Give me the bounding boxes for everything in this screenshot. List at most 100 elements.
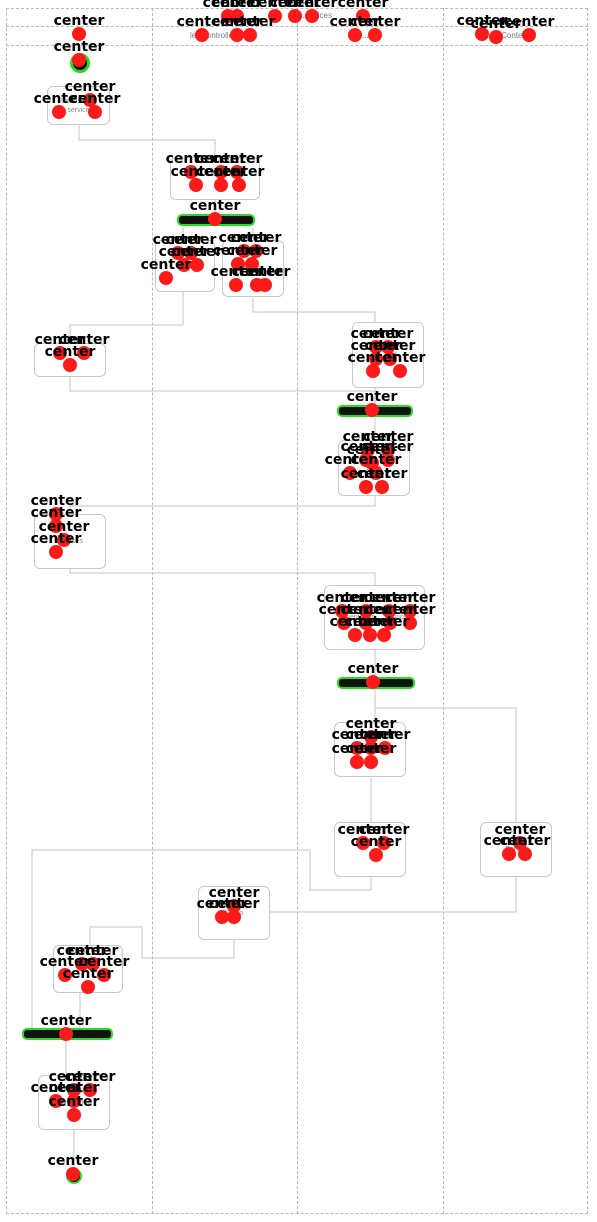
center-marker-label: center (202, 0, 254, 11)
center-marker-label: center (346, 389, 398, 405)
center-marker-label: center (349, 14, 401, 30)
center-marker-label: center (208, 896, 260, 912)
center-marker (215, 910, 229, 924)
center-marker (230, 9, 244, 23)
center-marker (403, 604, 417, 618)
center-marker-label: center (195, 164, 247, 180)
center-marker-label: center (503, 14, 555, 30)
center-marker-label: center (30, 505, 82, 521)
lane-separator-3 (443, 8, 444, 1214)
center-marker-label: center (269, 0, 321, 11)
center-marker-label: center (337, 822, 389, 838)
center-marker-label: center (350, 452, 402, 468)
center-marker (58, 968, 72, 982)
center-marker (377, 628, 391, 642)
center-marker-label: center (56, 943, 108, 959)
center-marker (364, 741, 378, 755)
center-marker-label: center (189, 198, 241, 214)
center-marker (67, 1083, 81, 1097)
center-marker (53, 346, 67, 360)
center-marker (350, 755, 364, 769)
center-marker (369, 352, 383, 366)
center-marker (348, 28, 362, 42)
center-marker (249, 244, 263, 258)
center-marker-label: center (350, 326, 402, 342)
center-marker-label: center (356, 466, 408, 482)
center-marker (502, 847, 516, 861)
center-marker (232, 178, 246, 192)
center-marker-label: center (364, 602, 416, 618)
center-marker-label: center (47, 1153, 99, 1169)
center-marker-label: center (362, 429, 414, 445)
center-marker-label: center (211, 151, 263, 167)
center-marker-label: center (213, 164, 265, 180)
center-marker (381, 340, 395, 354)
center-marker (190, 258, 204, 272)
center-marker-label: center (30, 493, 82, 509)
center-marker (359, 480, 373, 494)
center-marker (66, 1167, 80, 1181)
center-marker-label: center (62, 966, 114, 982)
center-marker (377, 836, 391, 850)
center-marker (356, 836, 370, 850)
center-marker-label: center (362, 439, 414, 455)
center-marker (518, 847, 532, 861)
center-marker-label: center (218, 230, 270, 246)
center-marker-label: center (374, 350, 426, 366)
center-marker-label: center (39, 954, 91, 970)
center-marker-label: center (345, 716, 397, 732)
center-marker-label: center (483, 833, 535, 849)
center-marker (375, 480, 389, 494)
center-marker (288, 9, 302, 23)
center-marker (171, 246, 185, 260)
center-marker (337, 616, 351, 630)
center-marker-label: center (171, 244, 223, 260)
center-marker-label: center (67, 943, 119, 959)
center-marker-label: center (342, 429, 394, 445)
center-marker-label: center (318, 602, 370, 618)
center-marker-label: center (340, 590, 392, 606)
center-marker (356, 9, 370, 23)
center-marker-label: center (350, 338, 402, 354)
center-marker-label: center (196, 896, 248, 912)
center-marker (230, 165, 244, 179)
center-marker-label: center (78, 954, 130, 970)
center-marker-label: center (58, 332, 110, 348)
center-marker-label: center (239, 264, 291, 280)
center-marker-label: center (456, 13, 508, 29)
center-marker-label: center (195, 151, 247, 167)
center-marker-label: center (48, 1094, 100, 1110)
center-marker (475, 27, 489, 41)
center-marker-label: center (340, 466, 392, 482)
center-marker (359, 616, 373, 630)
center-marker-label: center (363, 590, 415, 606)
center-marker (75, 957, 89, 971)
center-marker (49, 519, 63, 533)
node-context-persist-label: Persist (505, 846, 527, 853)
center-marker (231, 257, 245, 271)
node-context-persist[interactable]: Persist (480, 822, 552, 877)
center-marker-label: center (53, 13, 105, 29)
center-marker-label: center (499, 833, 551, 849)
center-marker (59, 1027, 73, 1041)
center-marker-label: center (331, 741, 383, 757)
center-marker (83, 1083, 97, 1097)
center-marker-label: center (44, 344, 96, 360)
center-marker (227, 910, 241, 924)
center-marker (268, 9, 282, 23)
center-marker (184, 246, 198, 260)
center-marker (67, 1094, 81, 1108)
node-controller-block[interactable] (170, 157, 260, 200)
node-logic-process-label: ...ment ... to ... services (338, 614, 411, 621)
center-marker (258, 278, 272, 292)
center-marker (97, 968, 111, 982)
center-marker (184, 165, 198, 179)
center-marker (177, 258, 191, 272)
center-marker (366, 675, 380, 689)
center-marker-label: center (176, 14, 228, 30)
center-marker-label: center (337, 0, 389, 11)
center-marker-label: center (231, 264, 283, 280)
center-marker (305, 9, 319, 23)
center-marker-label: center (64, 1069, 116, 1085)
